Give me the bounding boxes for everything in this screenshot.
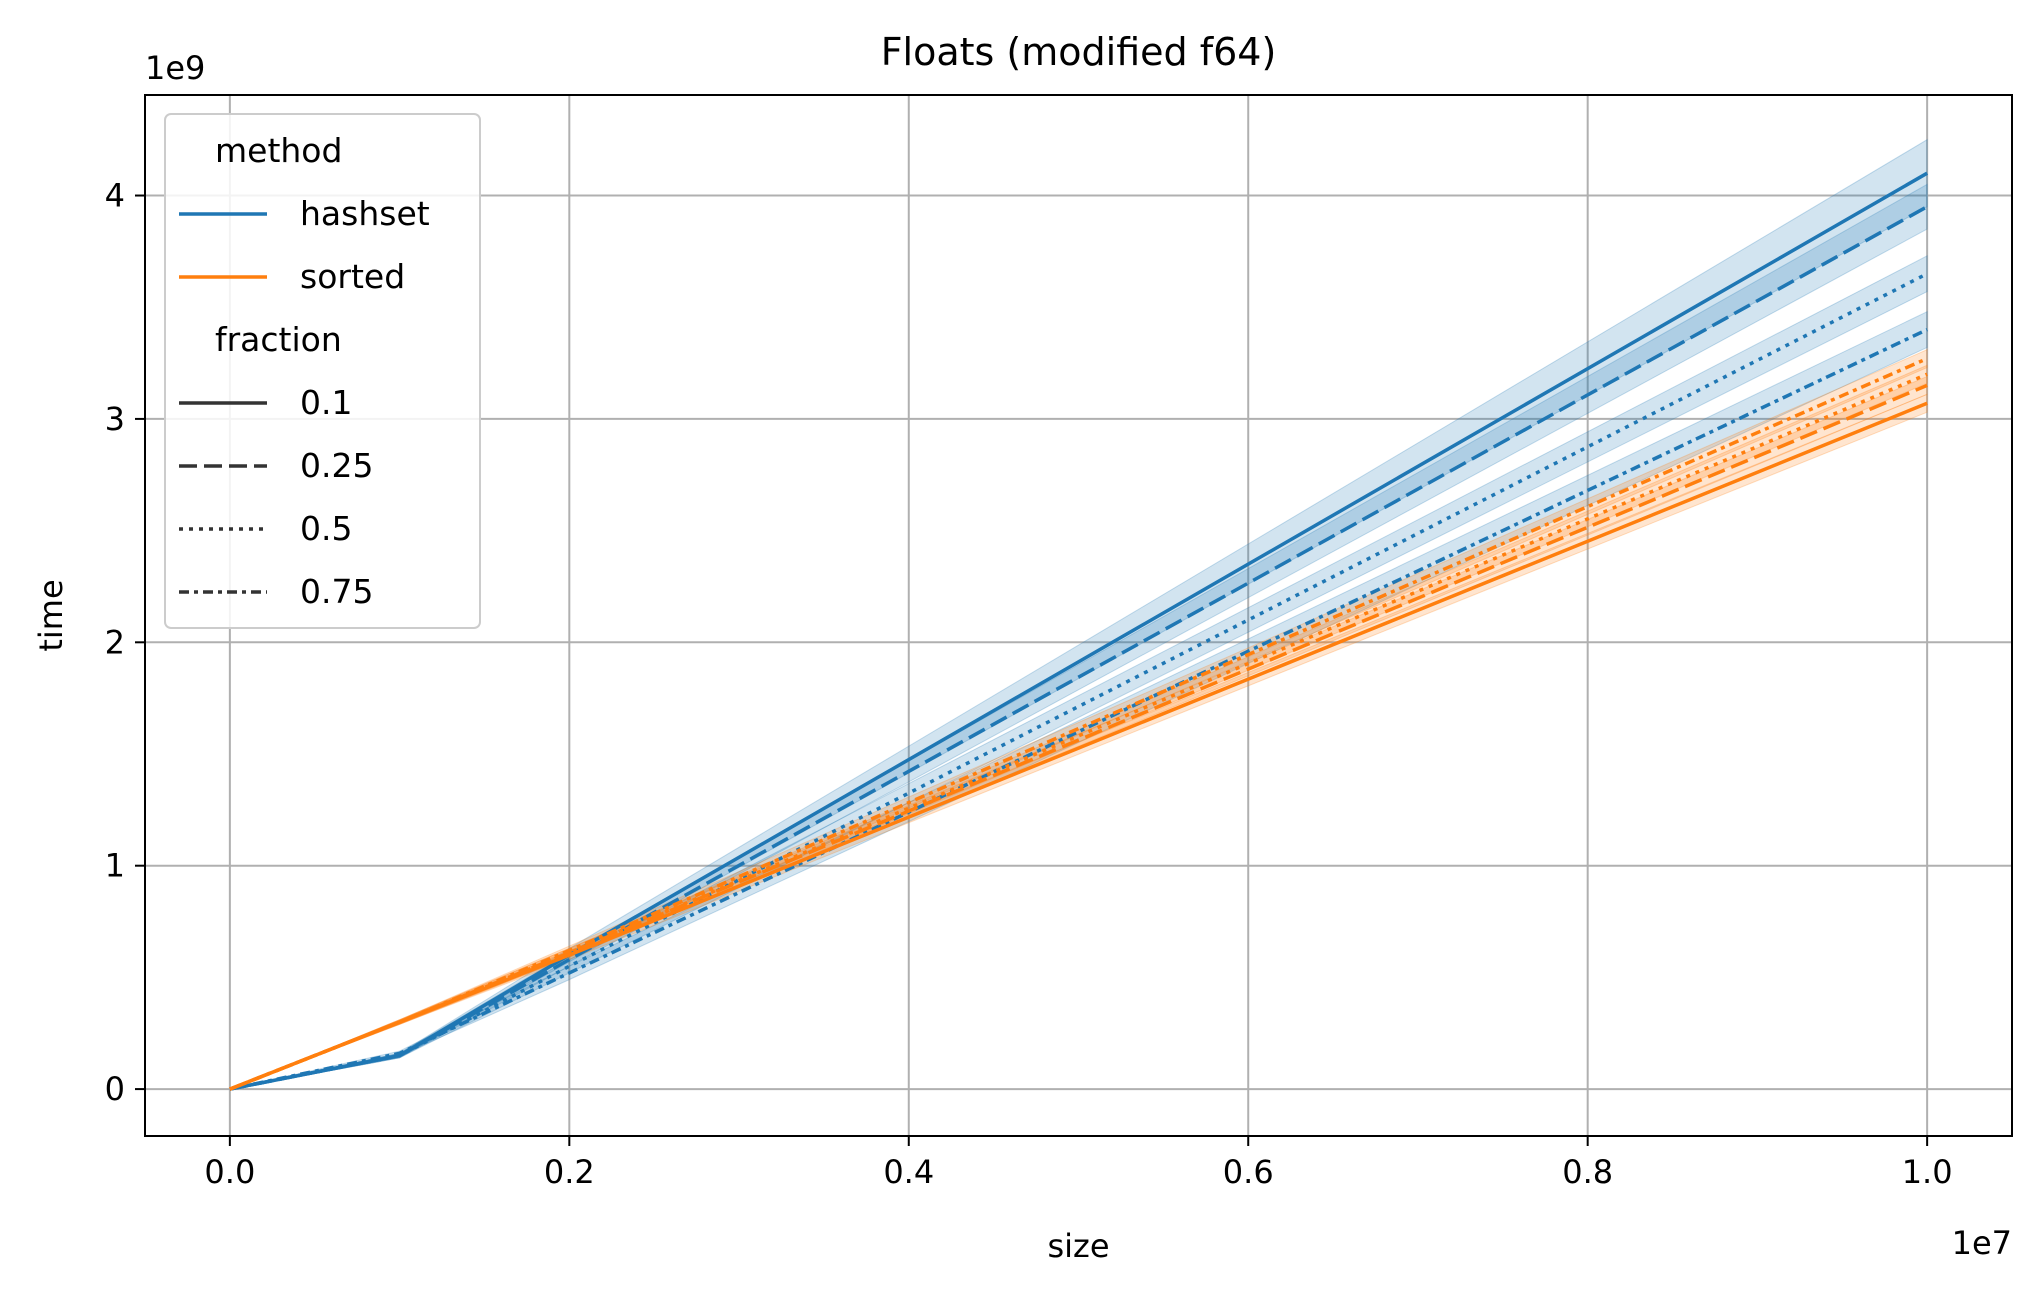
- x-tick-label: 0.2: [544, 1153, 595, 1191]
- x-ticks: 0.0 0.2 0.4 0.6 0.8 1.0: [204, 1136, 1953, 1191]
- y-tick-label: 3: [105, 400, 125, 438]
- series-line-hashset-0.25: [229, 205, 1928, 1091]
- grid: [145, 95, 2012, 1136]
- x-axis-offset-label: 1e7: [1952, 1224, 2012, 1262]
- legend-box: [164, 113, 481, 629]
- series-line-hashset-0.75: [229, 327, 1928, 1091]
- series-line-sorted-0.75: [229, 356, 1928, 1091]
- ci-band-hashset-0.25: [229, 183, 1928, 1090]
- legend-entry-label: sorted: [300, 257, 405, 296]
- y-axis-offset-label: 1e9: [145, 49, 205, 87]
- x-tick-label: 0.8: [1562, 1153, 1613, 1191]
- y-ticks: 0 1 2 3 4: [105, 177, 145, 1108]
- x-tick-label: 0.4: [883, 1153, 934, 1191]
- chart-title: Floats (modified f64): [881, 30, 1277, 74]
- x-tick-label: 0.0: [204, 1153, 255, 1191]
- y-tick-label: 0: [105, 1070, 125, 1108]
- legend-entry-label: 0.75: [300, 572, 373, 611]
- legend-group-title: method: [215, 131, 342, 170]
- x-tick-label: 0.6: [1223, 1153, 1274, 1191]
- legend: method hashset sorted fraction 0.1 0.25 0.5 0.7…: [164, 113, 481, 629]
- y-axis-label: time: [32, 579, 70, 651]
- series-line-sorted-0.5: [229, 372, 1928, 1091]
- series-lines: [229, 171, 1929, 1091]
- y-tick-label: 4: [105, 177, 125, 215]
- x-tick-label: 1.0: [1902, 1153, 1953, 1191]
- plot-frame: [144, 94, 2013, 1137]
- legend-entry-label: 0.5: [300, 509, 352, 548]
- legend-entry-label: 0.1: [300, 383, 352, 422]
- legend-entry-label: 0.25: [300, 446, 373, 485]
- legend-group-title: fraction: [215, 320, 342, 359]
- y-tick-label: 2: [105, 623, 125, 661]
- y-tick-label: 1: [105, 847, 125, 885]
- legend-entry-label: hashset: [300, 194, 430, 233]
- x-axis-label: size: [1047, 1227, 1109, 1265]
